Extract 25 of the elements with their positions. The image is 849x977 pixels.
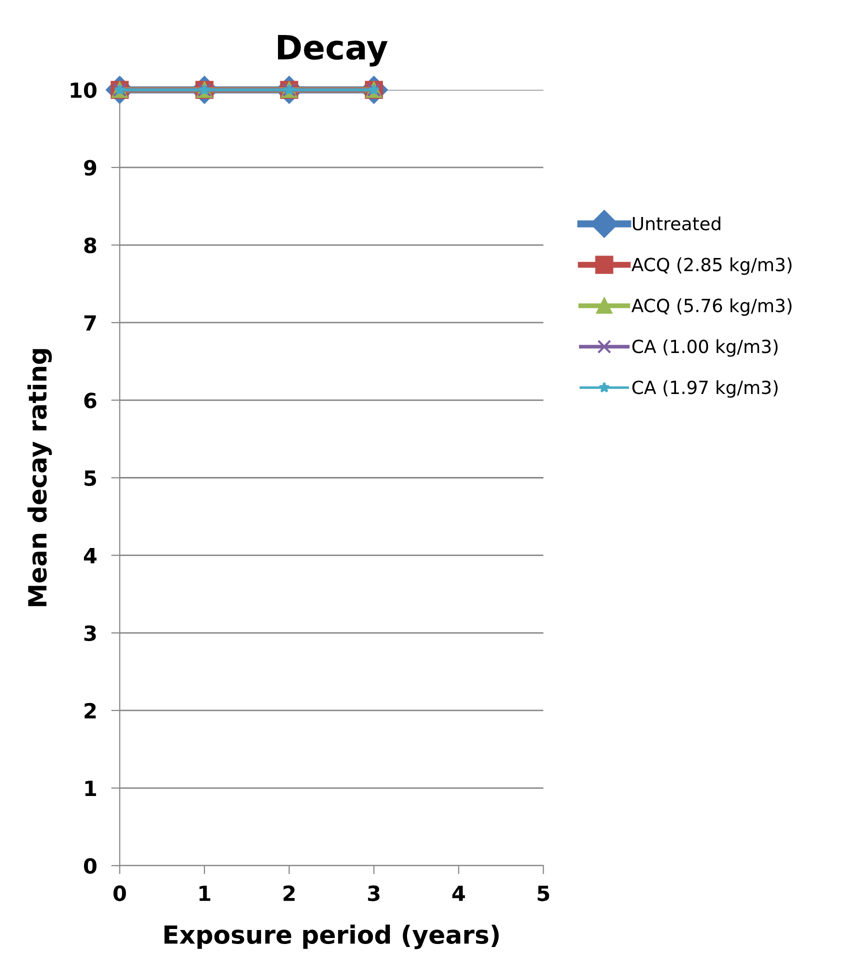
x-tick-label: 5 bbox=[538, 886, 550, 902]
y-tick-label: 6 bbox=[84, 392, 96, 408]
y-tick-label: 8 bbox=[84, 237, 96, 254]
y-axis-title: Mean decay rating bbox=[27, 349, 52, 606]
y-tick-label: 0 bbox=[84, 858, 96, 874]
legend-label: ACQ (5.76 kg/m3) bbox=[631, 298, 792, 316]
x-tick-label: 4 bbox=[452, 886, 465, 901]
x-tick-label: 1 bbox=[200, 886, 210, 901]
y-tick-label: 7 bbox=[84, 315, 96, 331]
chart-title: Decay bbox=[278, 35, 388, 67]
legend-label: CA (1.00 kg/m3) bbox=[632, 339, 778, 357]
y-tick-label: 10 bbox=[70, 82, 96, 98]
legend-label: Untreated bbox=[632, 216, 720, 230]
y-tick-label: 4 bbox=[84, 548, 97, 564]
x-axis-title: Exposure period (years) bbox=[164, 924, 499, 950]
legend-label: CA (1.97 kg/m3) bbox=[632, 380, 778, 398]
x-tick-label: 3 bbox=[368, 885, 380, 902]
y-tick-label: 5 bbox=[84, 470, 96, 486]
legend-label: ACQ (2.85 kg/m3) bbox=[631, 257, 792, 275]
y-tick-label: 1 bbox=[85, 780, 96, 796]
y-tick-label: 9 bbox=[84, 160, 96, 176]
y-tick-label: 2 bbox=[84, 702, 96, 718]
x-tick-label: 0 bbox=[113, 885, 126, 902]
y-tick-label: 3 bbox=[84, 625, 96, 642]
x-tick-label: 2 bbox=[284, 885, 295, 901]
